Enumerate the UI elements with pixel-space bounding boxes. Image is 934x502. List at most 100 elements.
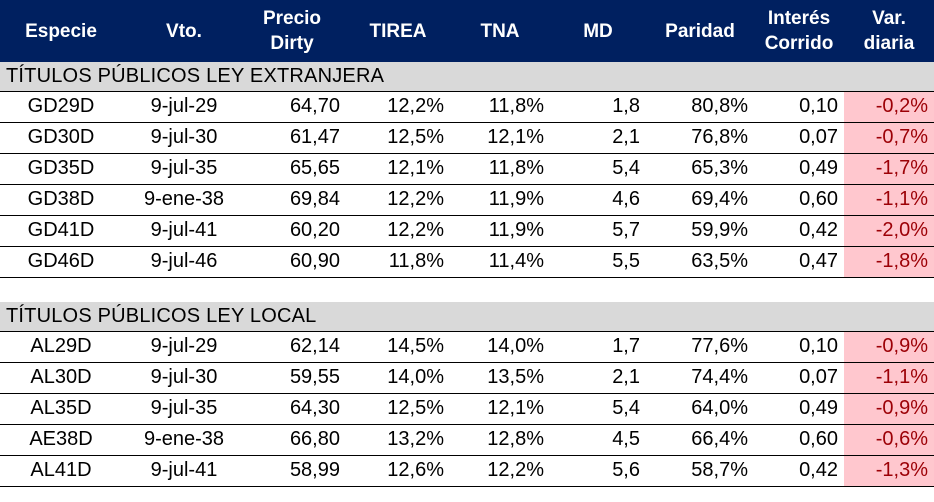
cell-var-diaria: -1,1% <box>844 184 934 216</box>
cell-especie: GD35D <box>0 153 122 185</box>
cell-tna: 12,1% <box>450 122 550 154</box>
header-md: MD <box>550 0 646 62</box>
table-header: Especie Vto. Precio Dirty TIREA TNA MD P… <box>0 0 934 62</box>
cell-tna: 12,1% <box>450 393 550 425</box>
table-row: AL30D 9-jul-30 59,55 14,0% 13,5% 2,1 74,4% 0,07… <box>0 362 934 394</box>
cell-tirea: 12,1% <box>346 153 450 185</box>
cell-especie: AL30D <box>0 362 122 394</box>
cell-precio-dirty: 60,90 <box>246 246 346 278</box>
header-interes-line2: Corrido <box>764 33 834 54</box>
cell-tirea: 14,0% <box>346 362 450 394</box>
cell-precio-dirty: 66,80 <box>246 424 346 456</box>
bonds-table: Especie Vto. Precio Dirty TIREA TNA MD P… <box>0 0 934 487</box>
cell-interes-corrido: 0,42 <box>754 455 844 487</box>
cell-vto: 9-ene-38 <box>122 424 246 456</box>
table-row: GD35D 9-jul-35 65,65 12,1% 11,8% 5,4 65,3% 0,49… <box>0 153 934 185</box>
cell-especie: GD38D <box>0 184 122 216</box>
cell-md: 5,7 <box>550 215 646 247</box>
cell-interes-corrido: 0,07 <box>754 122 844 154</box>
table-row: GD30D 9-jul-30 61,47 12,5% 12,1% 2,1 76,8% 0,07… <box>0 122 934 154</box>
table-row: AL29D 9-jul-29 62,14 14,5% 14,0% 1,7 77,6% 0,10… <box>0 331 934 363</box>
cell-tirea: 13,2% <box>346 424 450 456</box>
header-precio-line2: Dirty <box>270 33 314 54</box>
cell-paridad: 64,0% <box>646 393 754 425</box>
table-row: GD41D 9-jul-41 60,20 12,2% 11,9% 5,7 59,9% 0,42… <box>0 215 934 247</box>
cell-md: 5,5 <box>550 246 646 278</box>
cell-precio-dirty: 64,70 <box>246 91 346 123</box>
cell-tna: 11,8% <box>450 153 550 185</box>
cell-var-diaria: -0,2% <box>844 91 934 123</box>
header-var-line2: diaria <box>863 33 915 54</box>
cell-tirea: 12,2% <box>346 184 450 216</box>
cell-tirea: 12,2% <box>346 91 450 123</box>
cell-especie: GD30D <box>0 122 122 154</box>
cell-interes-corrido: 0,47 <box>754 246 844 278</box>
cell-paridad: 69,4% <box>646 184 754 216</box>
cell-especie: GD29D <box>0 91 122 123</box>
cell-var-diaria: -2,0% <box>844 215 934 247</box>
cell-var-diaria: -0,9% <box>844 331 934 363</box>
cell-md: 5,4 <box>550 153 646 185</box>
cell-var-diaria: -1,1% <box>844 362 934 394</box>
cell-paridad: 63,5% <box>646 246 754 278</box>
cell-precio-dirty: 58,99 <box>246 455 346 487</box>
cell-precio-dirty: 64,30 <box>246 393 346 425</box>
cell-vto: 9-jul-30 <box>122 122 246 154</box>
header-interes-line1: Interés <box>767 8 831 29</box>
header-especie: Especie <box>0 0 122 62</box>
table-body: TÍTULOS PÚBLICOS LEY EXTRANJERA GD29D 9-ju… <box>0 62 934 487</box>
section-header: TÍTULOS PÚBLICOS LEY EXTRANJERA <box>0 62 934 92</box>
cell-precio-dirty: 59,55 <box>246 362 346 394</box>
cell-paridad: 59,9% <box>646 215 754 247</box>
cell-vto: 9-jul-35 <box>122 153 246 185</box>
cell-interes-corrido: 0,07 <box>754 362 844 394</box>
section-title: TÍTULOS PÚBLICOS LEY EXTRANJERA <box>0 62 934 92</box>
cell-interes-corrido: 0,60 <box>754 424 844 456</box>
header-tirea: TIREA <box>346 0 450 62</box>
cell-md: 5,6 <box>550 455 646 487</box>
cell-tirea: 12,2% <box>346 215 450 247</box>
cell-vto: 9-jul-29 <box>122 331 246 363</box>
cell-especie: AL29D <box>0 331 122 363</box>
cell-md: 1,8 <box>550 91 646 123</box>
cell-tna: 11,9% <box>450 215 550 247</box>
cell-interes-corrido: 0,60 <box>754 184 844 216</box>
table-row: GD38D 9-ene-38 69,84 12,2% 11,9% 4,6 69,4% 0,60… <box>0 184 934 216</box>
cell-var-diaria: -1,3% <box>844 455 934 487</box>
cell-vto: 9-jul-35 <box>122 393 246 425</box>
table-row: GD46D 9-jul-46 60,90 11,8% 11,4% 5,5 63,5% 0,47… <box>0 246 934 278</box>
cell-vto: 9-jul-30 <box>122 362 246 394</box>
cell-precio-dirty: 60,20 <box>246 215 346 247</box>
cell-interes-corrido: 0,10 <box>754 331 844 363</box>
cell-tirea: 12,5% <box>346 122 450 154</box>
cell-md: 4,5 <box>550 424 646 456</box>
header-tna: TNA <box>450 0 550 62</box>
cell-paridad: 66,4% <box>646 424 754 456</box>
cell-interes-corrido: 0,49 <box>754 393 844 425</box>
cell-tna: 11,8% <box>450 91 550 123</box>
cell-paridad: 76,8% <box>646 122 754 154</box>
cell-var-diaria: -0,6% <box>844 424 934 456</box>
cell-tirea: 11,8% <box>346 246 450 278</box>
header-interes-corrido: Interés Corrido <box>754 0 844 62</box>
header-var-diaria: Var. diaria <box>844 0 934 62</box>
table-row: AL41D 9-jul-41 58,99 12,6% 12,2% 5,6 58,7% 0,42… <box>0 455 934 487</box>
cell-md: 2,1 <box>550 362 646 394</box>
cell-vto: 9-jul-29 <box>122 91 246 123</box>
spacer-cell <box>0 277 934 302</box>
header-var-line1: Var. <box>872 8 906 29</box>
cell-md: 4,6 <box>550 184 646 216</box>
cell-especie: AL41D <box>0 455 122 487</box>
cell-precio-dirty: 62,14 <box>246 331 346 363</box>
cell-vto: 9-jul-46 <box>122 246 246 278</box>
cell-tirea: 12,6% <box>346 455 450 487</box>
header-precio-line1: Precio <box>262 8 322 29</box>
cell-paridad: 65,3% <box>646 153 754 185</box>
cell-var-diaria: -1,7% <box>844 153 934 185</box>
cell-paridad: 58,7% <box>646 455 754 487</box>
cell-tna: 11,4% <box>450 246 550 278</box>
cell-tna: 13,5% <box>450 362 550 394</box>
cell-tna: 11,9% <box>450 184 550 216</box>
cell-md: 1,7 <box>550 331 646 363</box>
cell-tna: 12,8% <box>450 424 550 456</box>
